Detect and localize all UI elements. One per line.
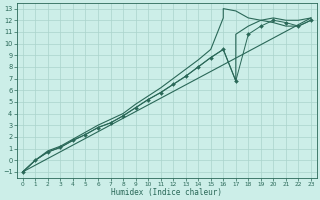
X-axis label: Humidex (Indice chaleur): Humidex (Indice chaleur) xyxy=(111,188,222,197)
